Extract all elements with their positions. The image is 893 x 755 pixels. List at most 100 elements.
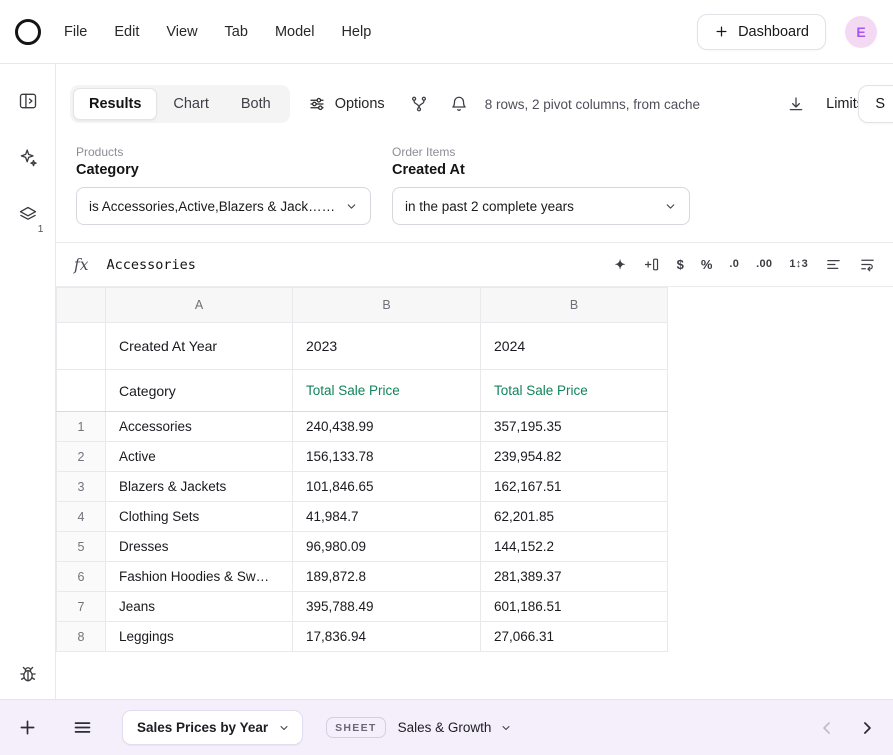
notifications-bell-icon[interactable] [443, 87, 475, 121]
menu-item-model[interactable]: Model [274, 23, 315, 40]
increase-decimal-icon[interactable]: .00 [756, 258, 773, 270]
omni-logo-icon[interactable] [15, 18, 41, 45]
cell-pivot-label[interactable]: Created At Year [105, 322, 293, 370]
category-filter-dropdown[interactable]: is Accessories,Active,Blazers & Jack…(8) [76, 187, 371, 225]
tab-results[interactable]: Results [73, 88, 158, 120]
row-number-cell[interactable]: 5 [56, 531, 106, 562]
cell-value-2023[interactable]: 41,984.7 [292, 501, 481, 532]
insert-column-icon[interactable] [643, 256, 660, 273]
align-text-icon[interactable] [825, 256, 842, 273]
menu-item-file[interactable]: File [64, 23, 88, 40]
cell-value-2023[interactable]: 189,872.8 [292, 561, 481, 592]
cell-category[interactable]: Jeans [105, 591, 293, 622]
cell-category-header[interactable]: Category [105, 369, 293, 412]
top-menu-bar: File Edit View Tab Model Help Dashboard … [0, 0, 893, 64]
menu-item-edit[interactable]: Edit [114, 23, 140, 40]
cell-category[interactable]: Fashion Hoodies & Sw… [105, 561, 293, 592]
menu-item-help[interactable]: Help [341, 23, 372, 40]
decrease-decimal-icon[interactable]: .0 [729, 258, 740, 270]
cell-year-2024[interactable]: 2024 [480, 322, 668, 370]
wrap-text-icon[interactable] [859, 256, 876, 273]
dashboard-button[interactable]: Dashboard [697, 13, 826, 50]
column-header-a[interactable]: A [105, 287, 293, 323]
cell-category[interactable]: Active [105, 441, 293, 472]
filter-field-label: Created At [392, 162, 465, 178]
cell-value-2023[interactable]: 156,133.78 [292, 441, 481, 472]
percent-format-icon[interactable]: % [700, 257, 713, 272]
row-number-cell[interactable]: 7 [56, 591, 106, 622]
tab-list-icon[interactable] [72, 717, 93, 738]
row-number-cell[interactable]: 4 [56, 501, 106, 532]
column-header-b1[interactable]: B [292, 287, 481, 323]
results-table: A B B Created At Year 2023 2024 Ca [56, 287, 668, 652]
cell-value-2024[interactable]: 357,195.35 [480, 411, 668, 442]
sliders-icon [308, 95, 326, 113]
row-number-cell[interactable]: 8 [56, 621, 106, 652]
cell-value-2024[interactable]: 601,186.51 [480, 591, 668, 622]
cell-value-2024[interactable]: 144,152.2 [480, 531, 668, 562]
add-tab-plus-icon[interactable] [17, 717, 38, 738]
panel-toggle-icon[interactable] [18, 91, 38, 111]
cell-value-2023[interactable]: 96,980.09 [292, 531, 481, 562]
formula-bar: fx Accessories ✦ $ % .0 .00 1↕3 [56, 242, 893, 287]
menu-item-view[interactable]: View [166, 23, 198, 40]
cell-measure-header[interactable]: Total Sale Price [292, 369, 481, 412]
cell-value-2024[interactable]: 62,201.85 [480, 501, 668, 532]
options-button-label: Options [334, 96, 385, 112]
download-icon[interactable] [780, 87, 812, 121]
menu-item-tab[interactable]: Tab [224, 23, 248, 40]
sql-button-clipped[interactable]: S [858, 85, 893, 123]
row-number-cell[interactable] [56, 369, 106, 412]
cell-category[interactable]: Blazers & Jackets [105, 471, 293, 502]
formula-input[interactable]: Accessories [106, 256, 196, 273]
cell-category[interactable]: Leggings [105, 621, 293, 652]
currency-format-icon[interactable]: $ [676, 257, 684, 272]
chevron-down-icon [345, 200, 358, 213]
ai-sparkles-icon[interactable] [18, 148, 38, 168]
created-at-filter-dropdown[interactable]: in the past 2 complete years [392, 187, 690, 225]
row-number-cell[interactable]: 2 [56, 441, 106, 472]
query-status-text: 8 rows, 2 pivot columns, from cache [484, 96, 701, 112]
user-avatar[interactable]: E [845, 15, 877, 48]
tab-both[interactable]: Both [240, 96, 271, 112]
column-header-b2[interactable]: B [480, 287, 668, 323]
prev-tab-chevron-icon[interactable] [817, 718, 837, 738]
filter-view-label: Products [76, 145, 124, 159]
cell-category[interactable]: Dresses [105, 531, 293, 562]
next-tab-chevron-icon[interactable] [857, 718, 877, 738]
format-toolbar: ✦ $ % .0 .00 1↕3 [615, 256, 876, 273]
sort-icon[interactable]: 1↕3 [789, 258, 808, 270]
left-sidebar: 1 [0, 64, 56, 699]
row-number-cell[interactable]: 6 [56, 561, 106, 592]
debug-bug-icon[interactable] [18, 664, 38, 684]
cell-measure-header[interactable]: Total Sale Price [480, 369, 668, 412]
options-button[interactable]: Options [298, 87, 395, 121]
chevron-down-icon [500, 722, 512, 734]
cell-category[interactable]: Accessories [105, 411, 293, 442]
cell-value-2023[interactable]: 395,788.49 [292, 591, 481, 622]
row-number-cell[interactable]: 1 [56, 411, 106, 442]
layers-icon[interactable]: 1 [18, 205, 44, 235]
lineage-icon[interactable] [403, 87, 435, 121]
sheet-selector[interactable]: Sales & Growth [398, 720, 513, 735]
cell-value-2024[interactable]: 239,954.82 [480, 441, 668, 472]
select-all-corner[interactable] [56, 287, 106, 323]
cell-value-2024[interactable]: 27,066.31 [480, 621, 668, 652]
cell-value-2023[interactable]: 101,846.65 [292, 471, 481, 502]
filter-field-label: Category [76, 162, 139, 178]
table-row: 6 Fashion Hoodies & Sw… 189,872.8 281,38… [56, 561, 668, 592]
ai-formula-icon[interactable]: ✦ [614, 257, 626, 272]
row-number-cell[interactable] [56, 322, 106, 370]
dashboard-button-label: Dashboard [738, 23, 809, 40]
cell-value-2024[interactable]: 162,167.51 [480, 471, 668, 502]
cell-value-2023[interactable]: 17,836.94 [292, 621, 481, 652]
cell-year-2023[interactable]: 2023 [292, 322, 481, 370]
cell-value-2023[interactable]: 240,438.99 [292, 411, 481, 442]
limits-label: Limits [826, 96, 864, 112]
row-number-cell[interactable]: 3 [56, 471, 106, 502]
query-tab[interactable]: Sales Prices by Year [122, 710, 304, 745]
cell-category[interactable]: Clothing Sets [105, 501, 293, 532]
tab-chart[interactable]: Chart [173, 96, 209, 112]
cell-value-2024[interactable]: 281,389.37 [480, 561, 668, 592]
